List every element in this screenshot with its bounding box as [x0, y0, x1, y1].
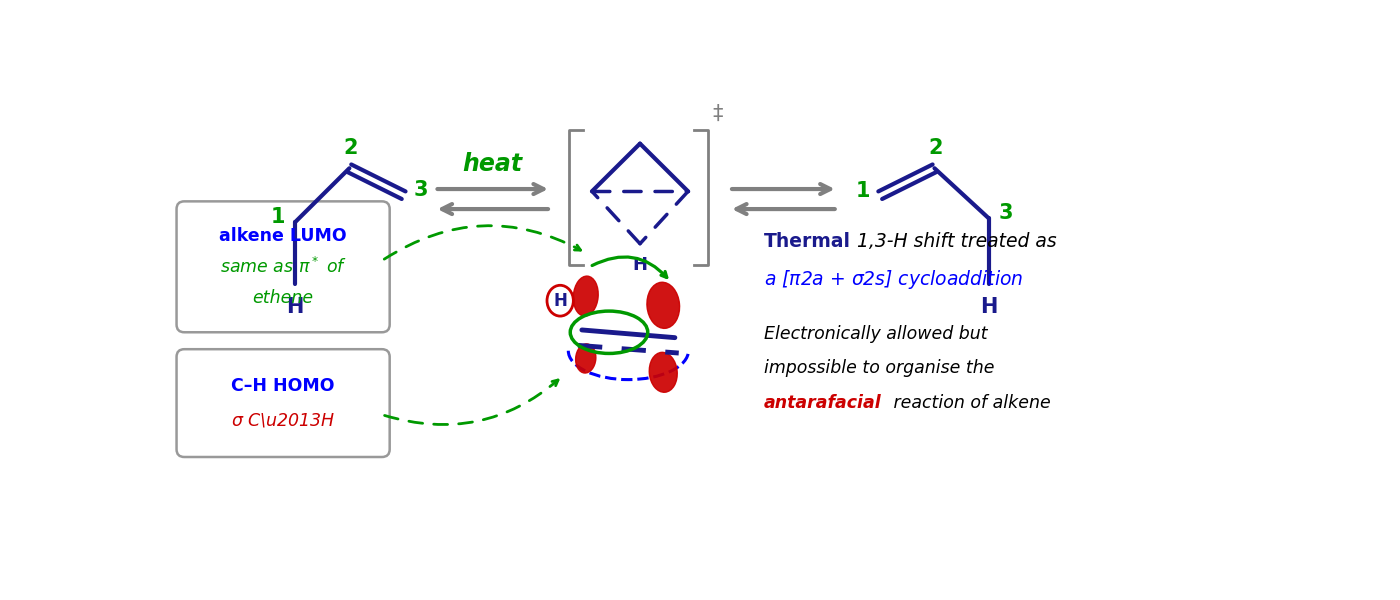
Text: ethene: ethene [252, 289, 314, 307]
Text: alkene LUMO: alkene LUMO [220, 227, 347, 245]
Text: H: H [287, 297, 304, 317]
Text: 1,3-H shift treated as: 1,3-H shift treated as [851, 232, 1057, 251]
Text: 3: 3 [413, 180, 428, 200]
Ellipse shape [647, 282, 679, 328]
Text: 2: 2 [928, 138, 942, 158]
Text: H: H [980, 297, 997, 317]
Text: H: H [553, 292, 567, 310]
FancyBboxPatch shape [176, 349, 389, 457]
Text: ‡: ‡ [713, 104, 724, 124]
Text: $\sigma$ C\u2013H: $\sigma$ C\u2013H [231, 412, 335, 430]
Text: impossible to organise the: impossible to organise the [764, 359, 994, 377]
Text: Electronically allowed but: Electronically allowed but [764, 325, 987, 343]
Text: 2: 2 [343, 138, 357, 158]
Text: H: H [633, 256, 647, 274]
Text: antarafacial: antarafacial [764, 394, 882, 412]
Text: a [$\pi$2a + $\sigma$2s] cycloaddition: a [$\pi$2a + $\sigma$2s] cycloaddition [764, 268, 1023, 292]
Text: heat: heat [462, 152, 522, 176]
Ellipse shape [575, 344, 596, 373]
Text: reaction of alkene: reaction of alkene [888, 394, 1051, 412]
Text: same as $\pi^*$ of: same as $\pi^*$ of [220, 257, 347, 277]
Text: C–H HOMO: C–H HOMO [231, 377, 335, 395]
Text: 3: 3 [998, 203, 1014, 223]
FancyBboxPatch shape [176, 202, 389, 332]
Ellipse shape [573, 276, 598, 316]
Ellipse shape [650, 352, 678, 392]
Text: 1: 1 [270, 207, 286, 227]
Text: 1: 1 [855, 181, 871, 202]
Text: Thermal: Thermal [764, 232, 851, 251]
